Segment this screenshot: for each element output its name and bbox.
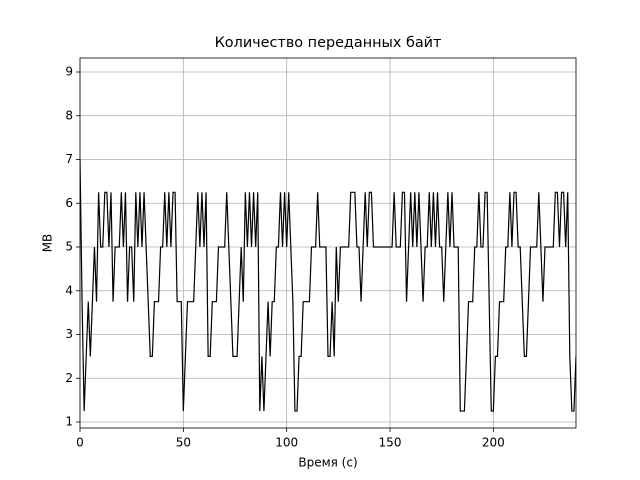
y-axis-label: MB <box>41 234 55 253</box>
y-tick-label: 2 <box>65 371 73 385</box>
x-tick-label: 150 <box>379 436 402 450</box>
y-tick-label: 8 <box>65 108 73 122</box>
y-tick-label: 1 <box>65 415 73 429</box>
y-tick-label: 4 <box>65 283 73 297</box>
x-axis-label: Время (с) <box>298 456 357 470</box>
x-tick-label: 200 <box>482 436 505 450</box>
x-tick-label: 50 <box>176 436 191 450</box>
y-tick-label: 7 <box>65 152 73 166</box>
x-tick-label: 100 <box>275 436 298 450</box>
y-tick-label: 6 <box>65 196 73 210</box>
plot-area: 0 50 100 150 200 1 2 3 4 5 6 7 8 9 <box>65 57 577 450</box>
y-tick-label: 5 <box>65 240 73 254</box>
chart-title: Количество переданных байт <box>215 35 442 51</box>
x-tick-label: 0 <box>76 436 84 450</box>
y-tick-label: 3 <box>65 327 73 341</box>
data-line <box>80 159 576 412</box>
y-tick-label: 9 <box>65 65 73 79</box>
axes-frame <box>79 57 577 429</box>
